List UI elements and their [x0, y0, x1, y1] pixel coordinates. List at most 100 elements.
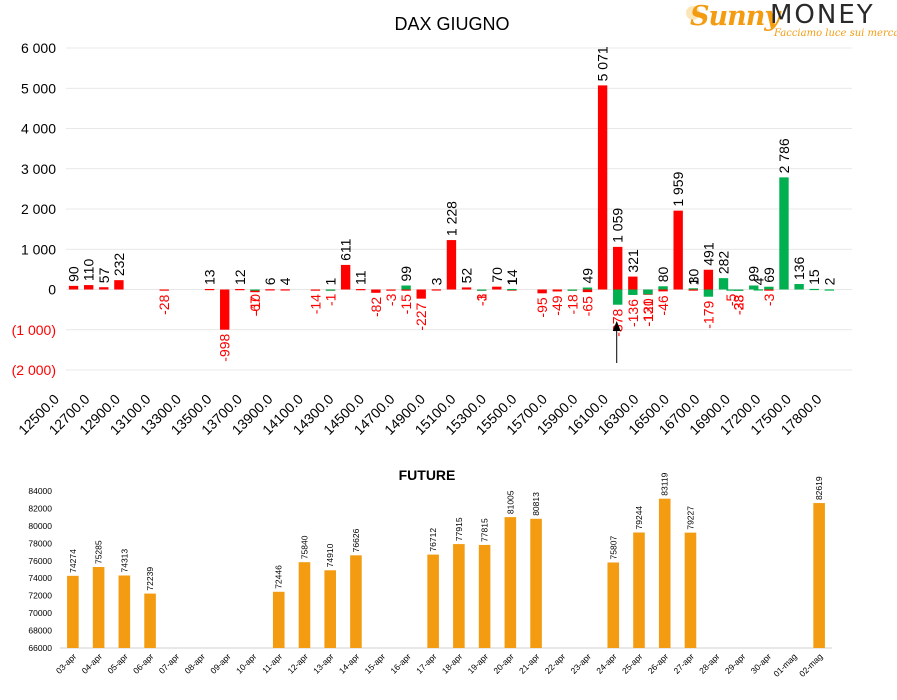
- bar-negative: [83, 285, 94, 290]
- bar-negative: [68, 285, 79, 290]
- bar-negative: [265, 289, 275, 291]
- bar-positive: [567, 289, 578, 291]
- y-tick-label: 1 000: [21, 241, 56, 257]
- y-tick-label: 68000: [28, 626, 52, 636]
- x-tick-label: 06-apr: [131, 651, 156, 676]
- y-tick-label: 84000: [28, 486, 52, 496]
- x-tick-label: 30-apr: [749, 651, 774, 676]
- data-label: 14: [504, 269, 520, 285]
- bar-positive: [733, 289, 744, 291]
- data-label: 12: [232, 269, 248, 285]
- bar-positive: [643, 289, 653, 295]
- y-tick-label: 3 000: [21, 161, 56, 177]
- bar-negative: [371, 289, 381, 293]
- data-label: 2: [821, 277, 837, 285]
- bar-negative: [673, 210, 683, 290]
- future-bar: [658, 498, 671, 648]
- data-label: -378: [610, 309, 626, 337]
- data-label: 4: [277, 277, 293, 285]
- x-tick-label: 12-apr: [285, 651, 310, 676]
- bar-positive: [688, 288, 698, 290]
- chart-title: FUTURE: [399, 467, 456, 483]
- bar-negative: [280, 289, 290, 291]
- bar-positive: [250, 289, 260, 291]
- bar-negative: [310, 289, 321, 291]
- future-bar: [530, 518, 542, 648]
- data-label: -65: [579, 296, 595, 316]
- chart-title: DAX GIUGNO: [394, 14, 509, 34]
- bar-negative: [461, 287, 472, 290]
- x-tick-label: 03-apr: [54, 651, 79, 676]
- future-bar: [478, 544, 491, 648]
- bar-positive: [325, 289, 336, 291]
- dax-giugno-chart: DAX GIUGNO 6 000 5 000 4 000 3 000 2 000 1 000…: [12, 14, 852, 438]
- bar-negative: [99, 287, 109, 290]
- future-bar: [684, 532, 697, 648]
- x-tick-label: 05-apr: [105, 651, 130, 676]
- data-label: 75840: [299, 535, 309, 559]
- bar-positive: [628, 289, 638, 295]
- x-tick-label: 27-apr: [671, 651, 696, 676]
- bar-negative: [492, 286, 502, 290]
- bar-positive: [476, 289, 487, 291]
- data-label: -95: [534, 297, 550, 317]
- data-label: -131: [640, 299, 656, 327]
- data-label: 232: [111, 253, 127, 277]
- logo-brand-left: Sunny: [690, 1, 780, 32]
- future-bar: [504, 517, 517, 648]
- bar-negative: [250, 289, 260, 293]
- data-label: 611: [338, 238, 354, 261]
- y-tick-label: 80000: [28, 521, 52, 531]
- data-label: -46: [655, 295, 671, 315]
- data-label: 1 959: [670, 171, 686, 206]
- y-tick-label: 74000: [28, 573, 52, 583]
- y-tick-label: 6 000: [21, 40, 56, 56]
- future-bar: [144, 593, 156, 648]
- data-label: 11: [353, 270, 369, 285]
- bar-negative: [552, 289, 562, 292]
- bar-negative: [386, 289, 396, 291]
- future-bar: [67, 575, 79, 648]
- bar-negative: [613, 246, 623, 290]
- x-tick-label: 25-apr: [620, 651, 645, 676]
- data-label: 15: [806, 269, 822, 285]
- bar-negative: [537, 289, 547, 294]
- bar-negative: [764, 289, 774, 291]
- bar-negative: [582, 289, 593, 293]
- data-label: -179: [700, 301, 716, 329]
- x-tick-label: 23-apr: [568, 651, 593, 676]
- bar-negative: [159, 289, 169, 291]
- y-tick-label: 72000: [28, 591, 52, 601]
- data-label: 110: [81, 259, 97, 282]
- data-label: -15: [398, 294, 414, 314]
- y-tick-label: (2 000): [12, 362, 56, 378]
- data-label: 1: [685, 277, 701, 285]
- future-bar: [633, 532, 645, 648]
- bar-positive: [753, 289, 763, 291]
- data-label: -1: [323, 293, 339, 306]
- data-label: -3: [474, 293, 490, 306]
- data-label: 72239: [145, 567, 155, 591]
- x-tick-label: 09-apr: [208, 651, 233, 676]
- x-tick-label: 19-apr: [466, 651, 491, 676]
- x-tick-label: 11-apr: [260, 651, 284, 675]
- future-bar: [607, 562, 620, 648]
- x-tick-label: 20-apr: [491, 651, 516, 676]
- bar-positive: [779, 177, 789, 290]
- bar-positive: [507, 288, 517, 291]
- x-tick-label: 21-apr: [517, 651, 542, 676]
- data-label: 81005: [505, 490, 515, 514]
- bar-positive: [613, 289, 623, 305]
- data-label: 75285: [94, 540, 104, 564]
- sun-icon: [686, 6, 700, 20]
- data-label: -3: [383, 293, 399, 306]
- bar-negative: [597, 85, 608, 290]
- x-tick-label: 13-apr: [311, 651, 336, 676]
- y-tick-label: 0: [48, 282, 56, 298]
- x-tick-label: 28-apr: [697, 651, 722, 676]
- bar-negative: [688, 289, 698, 291]
- data-label: 82619: [814, 476, 824, 500]
- bar-positive: [749, 285, 759, 290]
- bar-positive: [764, 286, 774, 290]
- data-label: 79227: [685, 506, 695, 530]
